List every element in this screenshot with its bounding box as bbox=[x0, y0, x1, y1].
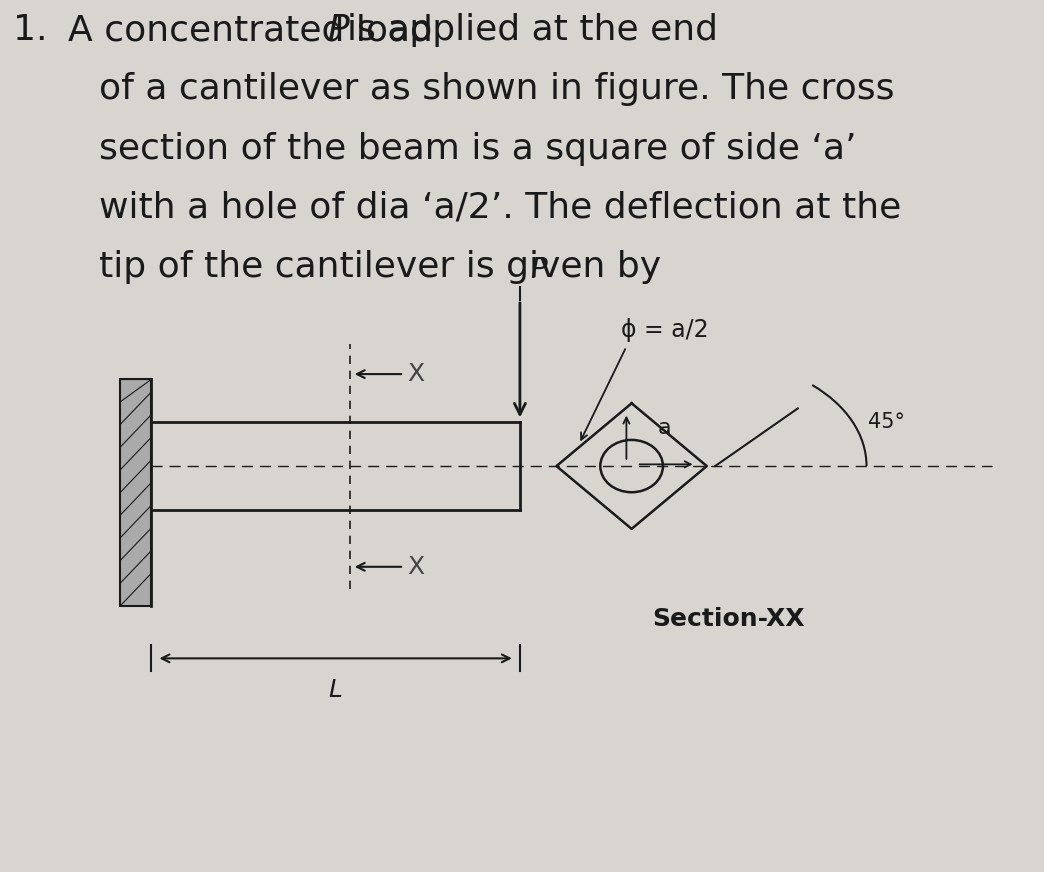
Text: P: P bbox=[530, 256, 547, 284]
Text: X: X bbox=[407, 555, 424, 579]
Text: X: X bbox=[407, 362, 424, 386]
Text: section of the beam is a square of side ‘a’: section of the beam is a square of side … bbox=[99, 132, 857, 166]
Bar bbox=[120, 379, 151, 606]
Text: is applied at the end: is applied at the end bbox=[347, 13, 717, 47]
Text: 1.: 1. bbox=[13, 13, 47, 47]
Text: with a hole of dia ‘a/2’. The deflection at the: with a hole of dia ‘a/2’. The deflection… bbox=[99, 191, 901, 225]
Text: of a cantilever as shown in figure. The cross: of a cantilever as shown in figure. The … bbox=[99, 72, 895, 106]
Text: P: P bbox=[327, 13, 349, 47]
Text: tip of the cantilever is given by: tip of the cantilever is given by bbox=[99, 250, 661, 284]
Text: L: L bbox=[329, 678, 342, 702]
Text: Section-XX: Section-XX bbox=[652, 607, 805, 631]
Text: a: a bbox=[658, 419, 671, 439]
Text: 45°: 45° bbox=[868, 412, 905, 433]
Text: A concentrated load: A concentrated load bbox=[68, 13, 445, 47]
Text: ϕ = a/2: ϕ = a/2 bbox=[621, 318, 709, 343]
